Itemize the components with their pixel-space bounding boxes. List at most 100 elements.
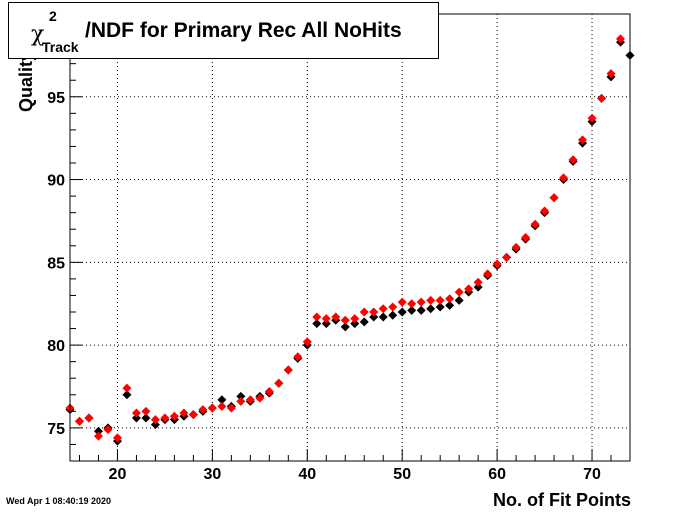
data-point [511,242,521,252]
data-point [369,312,379,322]
data-point [84,413,94,423]
data-point [597,93,607,103]
data-point [217,395,227,405]
data-point [397,297,407,307]
x-tick-label: 50 [393,466,411,483]
x-tick-label: 40 [298,466,316,483]
data-point [312,319,322,329]
data-point [283,365,293,375]
title-superscript: 2 [49,8,57,24]
data-point [359,317,369,327]
title-subscript: Track [42,39,79,55]
data-point [331,312,341,322]
y-tick-label: 85 [47,255,65,272]
data-point [340,322,350,332]
data-point [274,378,284,388]
data-point [521,233,531,242]
title-chi: χ [31,22,45,47]
data-point [587,113,597,123]
data-point [93,431,103,441]
data-point [264,386,274,396]
data-point [112,433,122,443]
data-point [236,391,246,401]
data-point [616,34,626,44]
data-point [340,315,350,325]
data-point [369,307,379,317]
data-point [407,305,417,315]
y-tick-label: 90 [47,173,65,190]
data-point [198,405,208,415]
timestamp: Wed Apr 1 08:40:19 2020 [6,496,112,506]
y-tick-label: 80 [47,338,65,355]
x-tick-label: 60 [488,466,506,483]
data-point [416,305,426,315]
data-point [312,312,322,322]
data-point [473,282,483,292]
x-tick-label: 30 [203,466,221,483]
data-point [483,269,493,279]
data-point [245,395,255,405]
data-point [388,310,398,320]
data-point [559,173,569,183]
data-point [236,396,246,406]
data-point [255,393,265,403]
data-point [141,413,151,423]
data-point [426,295,436,305]
title-text: /NDF for Primary Rec All NoHits [85,19,402,42]
data-point [93,426,103,436]
data-point [131,408,141,418]
data-point [226,403,236,413]
data-point [378,312,388,322]
data-point [549,193,559,203]
data-point [122,383,132,393]
data-point [293,352,303,362]
data-point [407,299,417,309]
data-points [65,34,635,446]
data-point [131,413,141,423]
data-point [540,206,550,216]
data-point [445,294,455,304]
x-tick-label: 70 [583,466,601,483]
x-axis-label: No. of Fit Points [493,490,631,510]
data-point [321,314,331,324]
data-point [217,401,227,411]
data-point [492,259,502,269]
data-point [378,304,388,314]
data-point [454,287,464,297]
y-axis-label: Quality [16,50,36,112]
chart-title: χ 2 Track /NDF for Primary Rec All NoHit… [8,2,439,59]
data-point [416,297,426,307]
data-point [207,403,217,413]
data-point [122,390,132,400]
data-point [321,319,331,329]
data-point [103,425,113,435]
data-point [350,319,360,329]
data-point [169,411,179,421]
data-point [530,219,540,229]
data-point [188,410,198,420]
tick-labels: 20 30 40 50 60 70 75 80 85 90 95 [47,90,601,483]
data-point [150,420,160,430]
plot-frame [69,13,631,462]
data-point [435,302,445,312]
data-point [464,284,474,294]
axis-ticks [70,13,631,462]
data-point [350,314,360,324]
data-point [473,277,483,287]
data-point [160,413,170,423]
data-point [445,300,455,310]
data-point [359,307,369,317]
data-point [141,406,151,416]
y-tick-label: 95 [47,90,65,107]
data-point [502,252,512,262]
x-tick-label: 20 [109,466,127,483]
y-tick-label: 75 [47,421,65,438]
data-point [388,302,398,312]
data-point [454,295,464,305]
data-point [568,155,578,165]
data-point [179,408,189,418]
data-point [435,295,445,305]
data-point [397,307,407,317]
data-point [426,304,436,314]
